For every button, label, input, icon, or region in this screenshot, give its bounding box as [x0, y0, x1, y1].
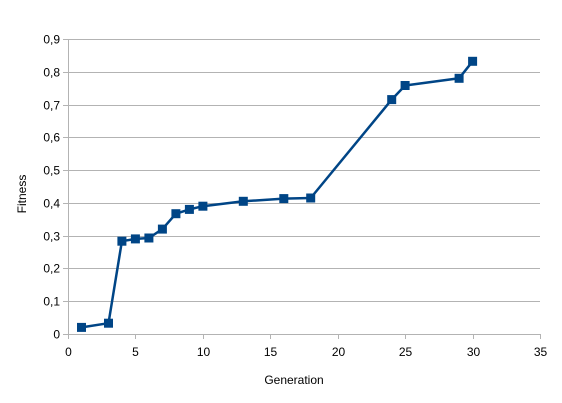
- data-point: [387, 95, 397, 105]
- x-axis-tick-labels: 0 5 10 15 20 25 30 35: [65, 345, 547, 359]
- x-tick-label: 0: [65, 345, 72, 359]
- y-tick-label: 0,1: [43, 295, 60, 309]
- grid-lines: [68, 39, 540, 302]
- x-tick-label: 15: [264, 345, 278, 359]
- data-point: [238, 196, 248, 206]
- data-point: [400, 81, 410, 90]
- data-point: [117, 236, 127, 246]
- data-series: [77, 56, 478, 332]
- y-tick-label: 0,8: [43, 66, 60, 80]
- x-tick-label: 25: [399, 345, 413, 359]
- data-point: [144, 233, 154, 243]
- axes: [63, 39, 541, 339]
- data-point: [279, 194, 289, 204]
- y-tick-label: 0,2: [43, 262, 60, 276]
- data-point: [77, 322, 86, 332]
- data-point: [454, 73, 464, 83]
- data-point: [171, 209, 181, 219]
- data-point: [104, 318, 113, 328]
- data-point: [184, 204, 194, 214]
- y-axis-title: Fitness: [15, 175, 29, 214]
- x-tick-label: 5: [132, 345, 139, 359]
- y-tick-label: 0,3: [43, 230, 60, 244]
- data-point: [130, 234, 140, 244]
- series-line: [81, 60, 474, 329]
- x-tick-label: 10: [197, 345, 211, 359]
- y-tick-label: 0,9: [43, 33, 60, 47]
- y-tick-label: 0: [53, 328, 60, 342]
- y-tick-label: 0,6: [43, 131, 60, 145]
- y-axis-tick-labels: 0 0,1 0,2 0,3 0,4 0,5 0,6 0,7 0,8 0,9: [43, 33, 60, 342]
- data-point: [157, 224, 167, 234]
- y-tick-label: 0,4: [43, 197, 60, 211]
- data-point: [468, 56, 478, 66]
- data-point: [198, 201, 208, 211]
- x-axis-title: Generation: [264, 373, 323, 387]
- y-tick-label: 0,5: [43, 164, 60, 178]
- x-tick-label: 35: [534, 345, 548, 359]
- y-tick-label: 0,7: [43, 99, 60, 113]
- x-tick-label: 30: [467, 345, 481, 359]
- x-tick-label: 20: [332, 345, 346, 359]
- data-point: [306, 193, 316, 203]
